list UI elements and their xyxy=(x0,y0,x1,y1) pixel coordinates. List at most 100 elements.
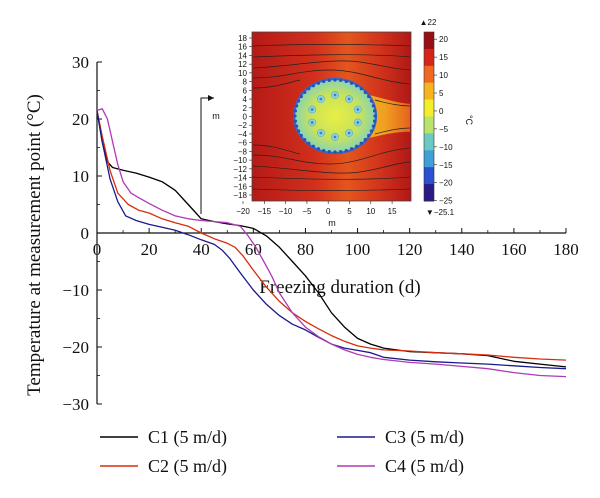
colorbar-tick-label: 5 xyxy=(439,89,444,98)
inset-y-tick-label: −8 xyxy=(238,147,248,156)
inset-x-tick-label: −20 xyxy=(236,207,250,216)
inset-y-tick-label: −4 xyxy=(238,130,248,139)
legend-label-4: C4 (5 m/d) xyxy=(385,456,464,477)
colorbar-tick-label: −5 xyxy=(439,125,449,134)
series-layer xyxy=(96,108,567,378)
boundary-pipe xyxy=(316,147,320,151)
inset-x-tick-label: −15 xyxy=(258,207,272,216)
boundary-pipe xyxy=(307,87,311,91)
boundary-pipe xyxy=(293,119,298,123)
y-ticks: 30 20 10 0 −10 −20 −30 xyxy=(62,53,102,414)
colorbar-tick-label: −10 xyxy=(439,143,453,152)
x-tick-label: 140 xyxy=(449,240,475,259)
series-line-2 xyxy=(96,110,567,361)
boundary-pipe xyxy=(359,87,363,91)
inset-y-tick-label: −2 xyxy=(238,121,248,130)
colorbar-tick-label: 20 xyxy=(439,35,448,44)
x-tick-label: 20 xyxy=(141,240,158,259)
boundary-pipe xyxy=(371,124,375,128)
inset-x-tick-label: −5 xyxy=(302,207,312,216)
colorbar-max-label: ▲22 xyxy=(420,18,437,27)
inset-x-tick-label: 10 xyxy=(366,207,375,216)
boundary-pipe xyxy=(295,124,299,128)
freeze-pipe-core xyxy=(356,121,360,124)
boundary-pipe xyxy=(355,144,359,148)
x-axis-title: Freezing duration (d) xyxy=(259,277,420,298)
inset-x-tick-label: 15 xyxy=(388,207,397,216)
inset-y-tick-label: 18 xyxy=(238,34,247,43)
freeze-pipe-core xyxy=(356,108,360,111)
boundary-pipe xyxy=(293,114,297,118)
boundary-pipe xyxy=(369,129,373,133)
boundary-pipe xyxy=(363,90,367,95)
colorbar-segment xyxy=(424,167,434,185)
boundary-pipe xyxy=(372,119,377,123)
y-tick-label: −10 xyxy=(62,281,89,300)
inset-x-ticks: −20 −15 −10 −5 0 5 10 15 xyxy=(236,201,397,216)
boundary-pipe xyxy=(373,114,377,118)
streamlines xyxy=(253,44,410,191)
colorbar-segment xyxy=(424,65,434,84)
colorbar-segment xyxy=(424,32,434,50)
y-tick-label: −30 xyxy=(62,395,89,414)
boundary-pipe xyxy=(372,109,377,113)
x-ticks: 0 20 40 60 80 100 120 140 160 180 xyxy=(93,228,579,259)
colorbar-tick-label: −15 xyxy=(439,161,453,170)
boundary-pipe xyxy=(333,150,337,154)
y-tick-label: 30 xyxy=(72,53,89,72)
boundary-pipe xyxy=(350,81,354,85)
boundary-pipe xyxy=(327,150,331,154)
colorbar-segment xyxy=(424,116,434,134)
freeze-pipe-core xyxy=(347,97,351,101)
boundary-pipe xyxy=(297,129,301,133)
boundary-pipe xyxy=(371,104,375,108)
y-tick-label: 20 xyxy=(72,110,89,129)
x-tick-label: 0 xyxy=(93,240,102,259)
inset-arrow xyxy=(200,95,214,214)
boundary-pipe xyxy=(299,94,303,99)
y-tick-label: 10 xyxy=(72,167,89,186)
colorbar-tick-label: 10 xyxy=(439,71,448,80)
inset-x-tick-label: −10 xyxy=(279,207,293,216)
legend-label-1: C1 (5 m/d) xyxy=(148,427,227,448)
inset-y-tick-label: 12 xyxy=(238,60,247,69)
frozen-wall xyxy=(292,77,378,155)
inset-x-tick-label: 5 xyxy=(347,207,352,216)
inset-y-tick-label: 4 xyxy=(243,95,248,104)
boundary-pipe xyxy=(369,99,373,103)
freeze-pipe-core xyxy=(347,131,351,135)
boundary-pipe xyxy=(344,79,348,84)
colorbar-tick-label: −20 xyxy=(439,179,453,188)
colorbar-segment xyxy=(424,99,434,117)
inset-y-tick-label: 8 xyxy=(243,78,248,87)
inset-y-tick-label: −14 xyxy=(233,174,247,183)
colorbar-tick-label: −25 xyxy=(439,197,453,206)
colorbar-unit: °C xyxy=(464,115,474,126)
colorbar-min-label: ▼−25.1 xyxy=(426,208,455,217)
colorbar-segment xyxy=(424,150,434,168)
colorbar-segment xyxy=(424,48,434,67)
inset-y-tick-label: 10 xyxy=(238,69,247,78)
inset-y-tick-label: 2 xyxy=(243,104,248,113)
x-tick-label: 100 xyxy=(345,240,371,259)
inset-x-label: m xyxy=(328,218,336,228)
boundary-pipe xyxy=(303,90,307,95)
boundary-pipe xyxy=(333,78,337,82)
boundary-pipe xyxy=(339,150,343,154)
inset-y-tick-label: −12 xyxy=(233,165,247,174)
boundary-pipe xyxy=(367,133,371,138)
x-tick-label: 40 xyxy=(193,240,210,259)
x-tick-label: 80 xyxy=(297,240,314,259)
series-line-3 xyxy=(96,110,567,370)
freeze-pipe-core xyxy=(310,108,314,111)
inset-y-tick-label: −18 xyxy=(233,191,247,200)
freeze-pipe-core xyxy=(310,121,314,124)
boundary-pipe xyxy=(350,147,354,151)
colorbar-frame xyxy=(423,31,435,202)
boundary-pipe xyxy=(311,144,315,148)
boundary-pipe xyxy=(367,94,371,99)
boundary-pipe xyxy=(299,133,303,138)
boundary-pipe xyxy=(359,141,363,145)
